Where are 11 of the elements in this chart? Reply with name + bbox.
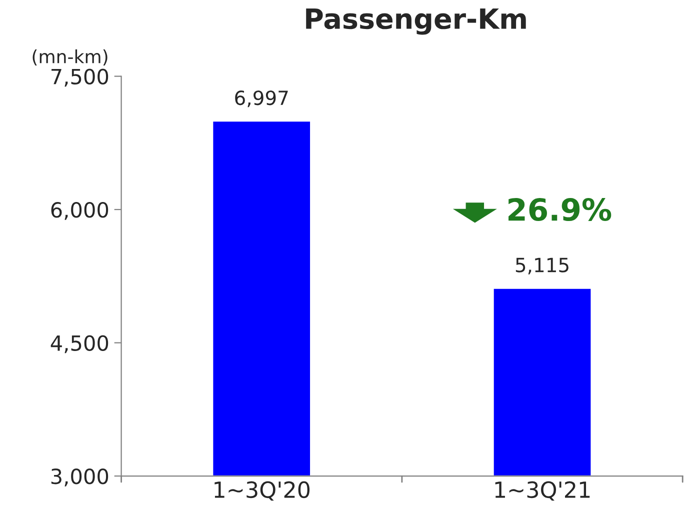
data-label: 6,997: [235, 90, 288, 108]
y-tick-label: 7,500: [52, 68, 108, 87]
annotation: 26.9%: [508, 198, 612, 222]
data-label: 5,115: [516, 258, 568, 274]
y-tick-label: 6,000: [51, 202, 108, 220]
chart-title: Passenger-Km: [306, 8, 526, 35]
y-axis-title: (mn-km): [32, 49, 108, 66]
y-tick-label: 4,500: [50, 335, 108, 354]
x-tick-label: 1~3Q'21: [495, 481, 590, 501]
y-tick-label: 3,000: [51, 468, 108, 486]
x-tick-label: 1~3Q'20: [214, 481, 310, 501]
